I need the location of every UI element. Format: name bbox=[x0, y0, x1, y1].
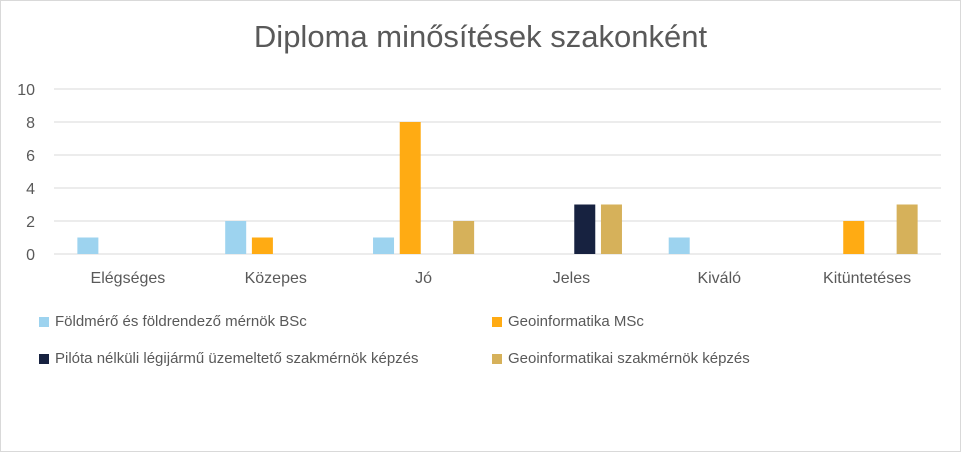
bar bbox=[251, 237, 273, 254]
x-tick-label: Kitüntetéses bbox=[823, 270, 911, 287]
y-tick-label: 8 bbox=[26, 115, 35, 132]
bar bbox=[896, 204, 918, 254]
bar bbox=[668, 237, 690, 254]
x-tick-label: Jeles bbox=[553, 270, 590, 287]
bar bbox=[574, 204, 596, 254]
legend-swatch bbox=[39, 317, 49, 327]
bar bbox=[843, 221, 865, 254]
legend-swatch bbox=[492, 317, 502, 327]
x-tick-label: Jó bbox=[415, 270, 432, 287]
x-tick-label: Közepes bbox=[245, 270, 307, 287]
bar bbox=[600, 204, 622, 254]
legend-item: Pilóta nélküli légijármű üzemeltető szak… bbox=[39, 350, 419, 367]
x-tick-label: Kiváló bbox=[697, 270, 741, 287]
bar bbox=[373, 237, 395, 254]
y-tick-label: 6 bbox=[26, 148, 35, 165]
legend-item: Földmérő és földrendező mérnök BSc bbox=[39, 313, 307, 330]
y-tick-label: 10 bbox=[17, 82, 35, 99]
legend-swatch bbox=[492, 354, 502, 364]
legend-label: Pilóta nélküli légijármű üzemeltető szak… bbox=[55, 350, 419, 367]
legend-label: Geoinformatikai szakmérnök képzés bbox=[508, 350, 750, 367]
y-tick-label: 2 bbox=[26, 214, 35, 231]
bar bbox=[453, 221, 475, 254]
legend-label: Geoinformatika MSc bbox=[508, 313, 644, 330]
y-tick-label: 0 bbox=[26, 247, 35, 264]
chart-title: Diploma minősítések szakonként bbox=[253, 19, 708, 54]
legend-item: Geoinformatika MSc bbox=[492, 313, 644, 330]
bar bbox=[225, 221, 247, 254]
bar bbox=[399, 122, 421, 254]
legend-label: Földmérő és földrendező mérnök BSc bbox=[55, 313, 307, 330]
legend-item: Geoinformatikai szakmérnök képzés bbox=[492, 350, 750, 367]
y-tick-label: 4 bbox=[26, 181, 35, 198]
bar bbox=[77, 237, 99, 254]
legend-swatch bbox=[39, 354, 49, 364]
x-tick-label: Elégséges bbox=[91, 270, 166, 287]
